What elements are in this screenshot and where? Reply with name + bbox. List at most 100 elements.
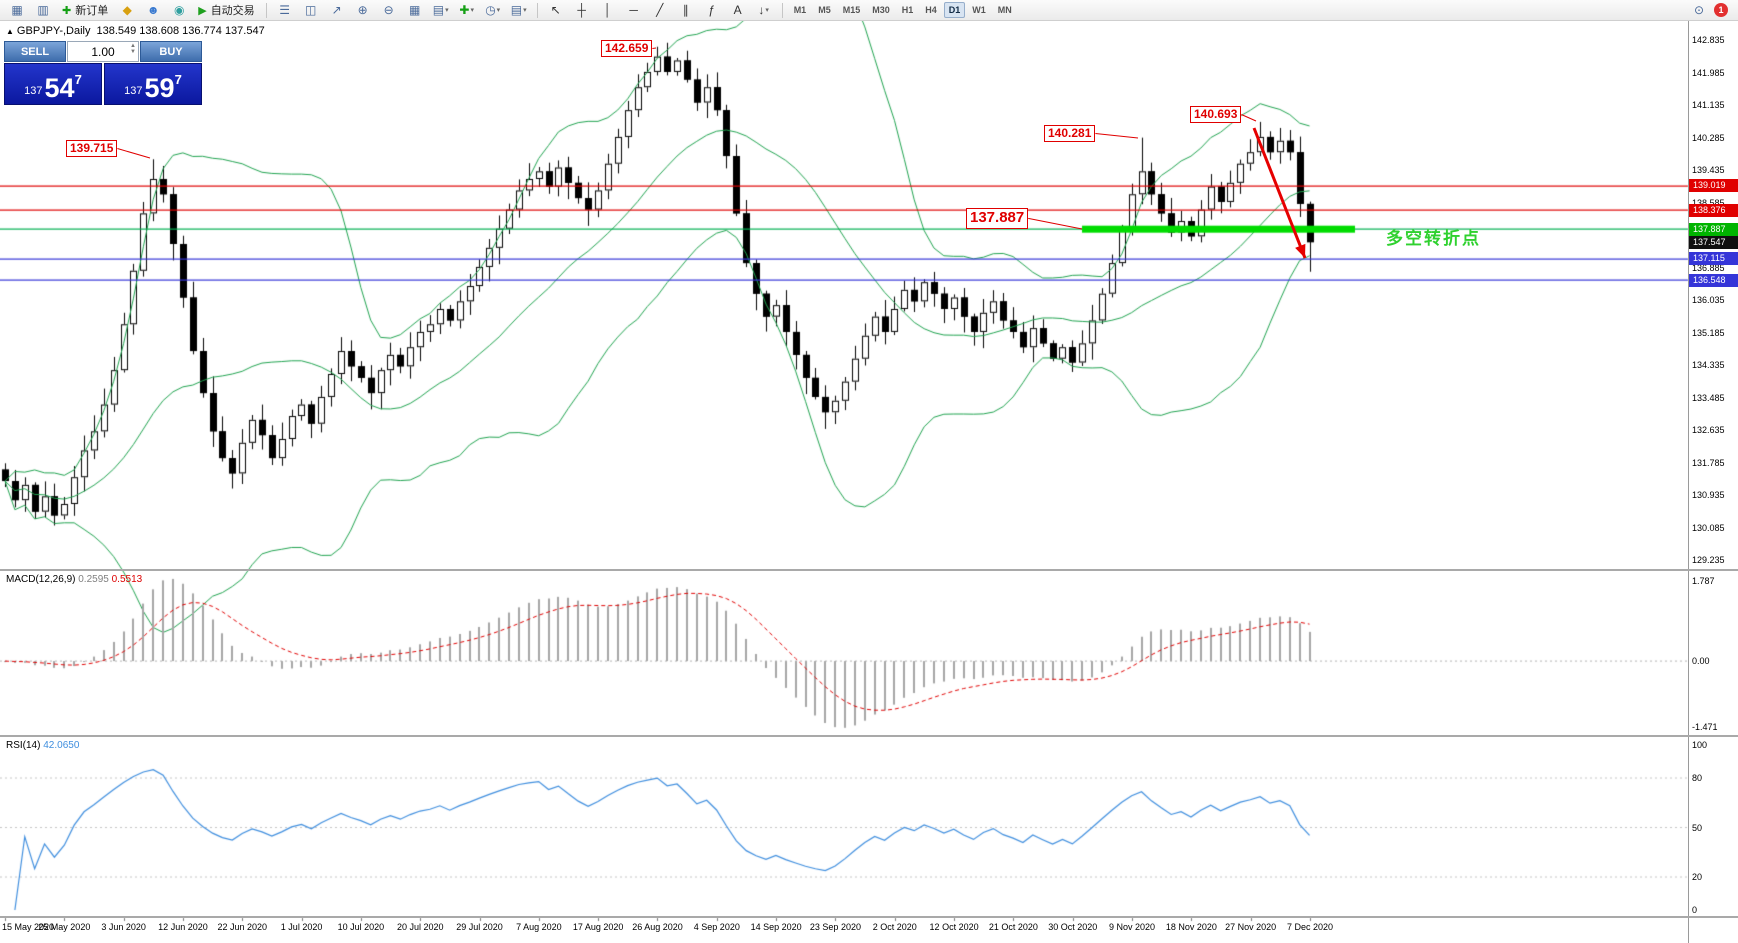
price-axis-label: 130.935 [1692, 490, 1725, 500]
price-tag: 136.548 [1689, 273, 1738, 287]
quick-search-icon[interactable]: ⊙ [1693, 3, 1705, 17]
symbol-name: GBPJPY-,Daily [16, 25, 91, 37]
text-icon[interactable]: A [733, 3, 742, 17]
date-label: 29 Jul 2020 [456, 922, 503, 932]
profiles-icon[interactable]: ▥ [37, 3, 49, 17]
channel-icon[interactable]: ∥ [682, 3, 689, 17]
price-axis-label: 134.335 [1692, 360, 1725, 370]
date-label: 20 Jul 2020 [396, 922, 444, 932]
date-label: 15 May 2020 [2, 922, 55, 932]
zoom-in-icon[interactable]: ⊕ [357, 3, 368, 17]
candlestick-chart-icon[interactable]: ◫ [305, 3, 317, 17]
timeframe-m1[interactable]: M1 [793, 5, 807, 15]
new-chart-icon[interactable]: ▦ [11, 3, 23, 17]
cursor-icon[interactable]: ↖ [550, 3, 561, 17]
sell-button[interactable]: SELL [4, 41, 66, 62]
price-callout[interactable]: 139.715 [66, 140, 118, 157]
history-center-icon[interactable]: ◆ [122, 3, 132, 17]
periods-icon[interactable]: ◷ ▾ [485, 3, 501, 17]
macd-main-value: 0.2595 [78, 574, 109, 585]
buy-button[interactable]: BUY [140, 41, 202, 62]
rsi-scale-label: 50 [1692, 822, 1703, 833]
price-callout[interactable]: 140.281 [1044, 125, 1096, 142]
autotrading-button-icon: ▶ [198, 4, 207, 17]
timeframe-m15[interactable]: M15 [842, 5, 861, 15]
buy-price-display[interactable]: 137 59 7 [104, 63, 202, 105]
date-label: 26 Aug 2020 [632, 922, 683, 932]
toolbar-separator [536, 2, 538, 18]
auto-arrange-icon[interactable]: ▤ ▾ [432, 3, 449, 17]
macd-label: MACD(12,26,9) 0.2595 0.5513 [6, 574, 142, 585]
collapse-marker-icon[interactable]: ▲ [6, 27, 14, 36]
dropdown-arrow-icon: ▾ [496, 7, 501, 14]
date-label: 17 Aug 2020 [572, 922, 624, 932]
price-axis-label: 132.635 [1692, 425, 1725, 435]
chart-annotation-text[interactable]: 多空转折点 [1386, 229, 1481, 248]
sell-price-point: 7 [74, 72, 82, 87]
autotrading-button[interactable]: ▶ 自动交易 [192, 1, 260, 19]
price-axis-label: 131.785 [1692, 457, 1725, 468]
one-click-trading-panel: SELL 1.00 ▲ ▼ BUY 137 54 7 137 59 7 [4, 41, 202, 105]
notifications-badge[interactable]: 1 [1714, 3, 1728, 17]
sell-price-figure: 137 [24, 85, 43, 97]
bar-chart-icon[interactable]: ☰ [279, 3, 291, 17]
timeframe-h4[interactable]: H4 [925, 5, 937, 15]
price-axis-label: 139.435 [1692, 165, 1725, 175]
macd-scale-label: 0.00 [1692, 656, 1710, 667]
chart-title: ▲ GBPJPY-,Daily 138.549 138.608 136.774 13… [6, 25, 265, 37]
sell-price-display[interactable]: 137 54 7 [4, 63, 102, 105]
tile-windows-icon[interactable]: ▦ [409, 3, 421, 17]
date-label: 3 Jun 2020 [101, 922, 146, 932]
price-tag: 139.019 [1689, 179, 1738, 193]
ohlc-values: 138.549 138.608 136.774 137.547 [96, 25, 265, 37]
volume-input[interactable]: 1.00 ▲ ▼ [67, 41, 139, 62]
buy-price-figure: 137 [124, 85, 143, 97]
timeframe-m5[interactable]: M5 [818, 5, 831, 15]
panel-separator[interactable] [0, 569, 1738, 571]
date-label: 25 May 2020 [38, 922, 91, 932]
date-label: 23 Sep 2020 [809, 922, 861, 932]
dropdown-arrow-icon: ▾ [470, 7, 474, 14]
fibonacci-icon[interactable]: ƒ [708, 3, 716, 17]
spinner-down-icon[interactable]: ▼ [130, 49, 136, 55]
volume-spinner[interactable]: ▲ ▼ [130, 43, 136, 55]
timeframe-d1[interactable]: D1 [943, 2, 966, 18]
price-callout[interactable]: 140.693 [1190, 106, 1242, 123]
arrow-object-icon[interactable]: ↓ ▾ [758, 3, 769, 17]
vertical-line-icon[interactable]: │ [603, 3, 612, 17]
price-axis-label: 130.085 [1692, 522, 1725, 533]
price-axis-label: 136.885 [1692, 262, 1725, 273]
macd-name: MACD(12,26,9) [6, 574, 76, 585]
macd-scale-label: -1.471 [1692, 722, 1718, 733]
timeframe-m30[interactable]: M30 [872, 5, 890, 15]
price-callout[interactable]: 137.887 [966, 208, 1029, 229]
timeframe-h1[interactable]: H1 [901, 5, 914, 15]
macd-signal-value: 0.5513 [111, 574, 143, 585]
date-label: 2 Oct 2020 [872, 922, 917, 932]
toolbar-separator [781, 2, 783, 18]
price-callout[interactable]: 142.659 [601, 40, 653, 57]
new-order-button[interactable]: ✚ 新订单 [56, 1, 114, 19]
spinner-up-icon[interactable]: ▲ [130, 43, 136, 49]
date-label: 9 Nov 2020 [1109, 922, 1156, 932]
templates-icon[interactable]: ▤ ▾ [510, 3, 527, 17]
price-tag: 137.115 [1689, 252, 1738, 266]
timeframe-mn[interactable]: MN [997, 5, 1012, 15]
panel-separator[interactable] [0, 735, 1738, 737]
toolbar-separator [265, 2, 267, 18]
trendline-icon[interactable]: ╱ [656, 3, 664, 17]
line-chart-icon[interactable]: ↗ [331, 3, 342, 17]
market-icon[interactable]: ◉ [173, 3, 185, 17]
zoom-out-icon[interactable]: ⊖ [383, 3, 394, 17]
dropdown-arrow-icon: ▾ [445, 7, 449, 14]
panel-separator[interactable] [0, 916, 1738, 918]
rsi-scale-label: 100 [1692, 740, 1708, 750]
community-icon[interactable]: ☻ [146, 3, 160, 17]
timeframe-w1[interactable]: W1 [972, 5, 986, 15]
horizontal-line-icon[interactable]: ─ [629, 3, 638, 17]
indicators-icon[interactable]: ✚ ▾ [459, 3, 474, 17]
crosshair-icon[interactable]: ┼ [577, 3, 586, 17]
rsi-scale-label: 0 [1692, 905, 1698, 915]
